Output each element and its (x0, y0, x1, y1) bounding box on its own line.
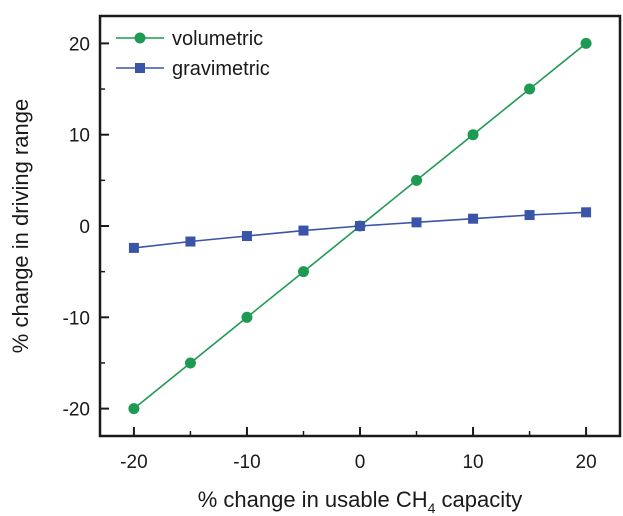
gravimetric-point (128, 242, 139, 253)
legend-label: gravimetric (172, 58, 270, 80)
volumetric-point (297, 266, 309, 278)
volumetric-point (241, 311, 253, 323)
gravimetric-point (524, 210, 535, 221)
gravimetric-point (468, 213, 479, 224)
volumetric-point (411, 174, 423, 186)
volumetric-point (467, 129, 479, 141)
gravimetric-point (185, 236, 196, 247)
y-tick-label: 20 (69, 34, 90, 55)
y-tick-label: 0 (79, 217, 90, 238)
legend-label: volumetric (172, 28, 263, 50)
x-tick-label: 20 (576, 452, 597, 473)
x-tick-label: -20 (120, 452, 147, 473)
legend-item-volumetric: volumetric (116, 28, 263, 50)
x-tick-label: -10 (233, 452, 260, 473)
x-axis-label: % change in usable CH4 capacity (198, 487, 523, 516)
volumetric-point (580, 37, 592, 49)
x-tick-label: 10 (462, 452, 483, 473)
y-tick-label: -10 (63, 308, 90, 329)
y-axis-label: % change in driving range (8, 99, 33, 353)
volumetric-point (184, 357, 196, 369)
gravimetric-point (355, 221, 365, 231)
y-tick-label: 10 (69, 126, 90, 147)
series-gravimetric (128, 207, 592, 253)
gravimetric-point (241, 231, 252, 242)
x-axis-label-subscript: 4 (428, 500, 436, 516)
legend-marker (134, 32, 146, 44)
legend-item-gravimetric: gravimetric (116, 58, 270, 80)
legend: volumetric gravimetric (116, 28, 270, 80)
y-tick-label: -20 (63, 400, 90, 421)
x-axis-label-tail: capacity (435, 487, 522, 512)
gravimetric-point (298, 225, 309, 236)
legend-marker (135, 63, 145, 73)
x-axis-label-main: % change in usable CH (198, 487, 428, 512)
x-tick-label: 0 (355, 452, 366, 473)
volumetric-point (128, 403, 140, 415)
volumetric-point (524, 83, 536, 95)
gravimetric-point (581, 207, 592, 218)
gravimetric-point (411, 217, 422, 228)
